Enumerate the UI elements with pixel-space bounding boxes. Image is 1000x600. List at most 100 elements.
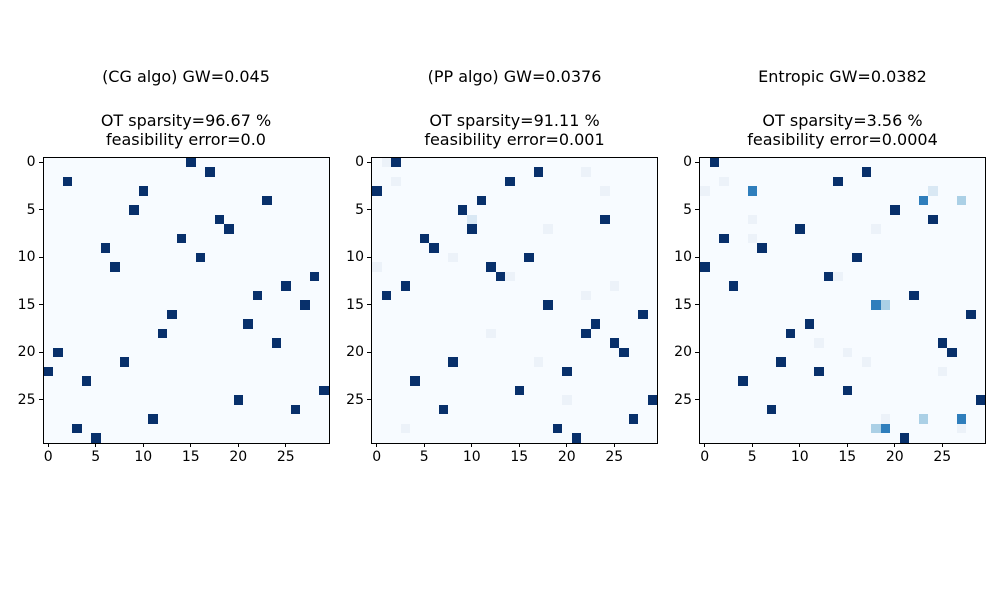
matrix-cell <box>581 167 591 177</box>
matrix-cell <box>757 243 767 253</box>
matrix-cell <box>457 205 467 215</box>
x-tick-label: 20 <box>229 448 248 465</box>
matrix-cell <box>62 176 72 186</box>
matrix-cell <box>700 262 710 272</box>
matrix-cell <box>747 186 757 196</box>
y-tick-mark <box>367 161 371 163</box>
y-tick-mark <box>367 399 371 401</box>
x-tick-mark <box>518 442 520 447</box>
matrix-cell <box>195 252 205 262</box>
x-tick-label: 15 <box>838 448 857 465</box>
plot1-title: (CG algo) GW=0.045 <box>102 67 270 86</box>
x-tick-mark <box>799 442 801 447</box>
matrix-cell <box>533 357 543 367</box>
matrix-cell <box>899 433 909 443</box>
y-tick-mark <box>695 256 699 258</box>
y-tick-label: 25 <box>17 391 36 408</box>
matrix-cell <box>381 157 391 167</box>
matrix-cell <box>909 290 919 300</box>
matrix-cell <box>937 338 947 348</box>
y-tick-label: 10 <box>17 249 36 266</box>
matrix-cell <box>719 176 729 186</box>
x-tick-mark <box>47 442 49 447</box>
matrix-cell <box>372 262 382 272</box>
matrix-cell <box>448 252 458 262</box>
y-tick-label: 20 <box>674 344 692 361</box>
matrix-cell <box>300 300 310 310</box>
matrix-cell <box>400 281 410 291</box>
matrix-cell <box>262 195 272 205</box>
matrix-cell <box>880 414 890 424</box>
matrix-cell <box>738 376 748 386</box>
matrix-cell <box>514 385 524 395</box>
matrix-cell <box>700 186 710 196</box>
y-tick-mark <box>695 304 699 306</box>
x-tick-label: 20 <box>557 448 576 465</box>
y-tick-label: 15 <box>346 296 364 313</box>
matrix-cell <box>400 423 410 433</box>
matrix-cell <box>842 347 852 357</box>
matrix-cell <box>552 423 562 433</box>
matrix-cell <box>647 395 657 405</box>
matrix-cell <box>956 195 966 205</box>
matrix-cell <box>372 186 382 196</box>
y-tick-mark <box>38 351 43 353</box>
x-tick-mark <box>285 442 287 447</box>
plot3-title: Entropic GW=0.0382 <box>758 67 927 86</box>
matrix-cell <box>100 243 110 253</box>
matrix-cell <box>600 186 610 196</box>
matrix-cell <box>581 328 591 338</box>
matrix-cell <box>157 328 167 338</box>
x-tick-mark <box>190 442 192 447</box>
y-tick-mark <box>38 161 43 163</box>
matrix-cell <box>524 252 534 262</box>
x-tick-label: 5 <box>419 448 429 465</box>
x-tick-mark <box>423 442 425 447</box>
matrix-cell <box>53 347 63 357</box>
matrix-cell <box>319 385 329 395</box>
matrix-cell <box>505 176 515 186</box>
matrix-cell <box>719 233 729 243</box>
matrix-cell <box>918 414 928 424</box>
matrix-cell <box>747 214 757 224</box>
x-tick-label: 5 <box>91 448 101 465</box>
matrix-cell <box>176 233 186 243</box>
x-tick-label: 10 <box>134 448 153 465</box>
matrix-cell <box>505 271 515 281</box>
matrix-cell <box>590 319 600 329</box>
y-tick-mark <box>695 351 699 353</box>
matrix-cell <box>138 186 148 196</box>
matrix-cell <box>619 347 629 357</box>
matrix-cell <box>947 347 957 357</box>
x-tick-mark <box>471 442 473 447</box>
matrix-cell <box>214 214 224 224</box>
y-tick-label: 10 <box>346 249 364 266</box>
matrix-cell <box>252 290 262 300</box>
y-tick-label: 15 <box>674 296 692 313</box>
matrix-cell <box>609 281 619 291</box>
plot1-subtitle: OT sparsity=96.67 % feasibility error=0.… <box>23 111 350 149</box>
x-tick-label: 15 <box>510 448 529 465</box>
x-tick-label: 15 <box>181 448 200 465</box>
matrix-cell <box>928 214 938 224</box>
matrix-cell <box>833 176 843 186</box>
plot3-subtitle: OT sparsity=3.56 % feasibility error=0.0… <box>679 111 1000 149</box>
x-tick-label: 10 <box>462 448 481 465</box>
matrix-cell <box>290 404 300 414</box>
matrix-cell <box>966 309 976 319</box>
matrix-cell <box>785 328 795 338</box>
matrix-cell <box>438 404 448 414</box>
matrix-cell <box>728 281 738 291</box>
y-tick-label: 5 <box>683 201 692 218</box>
matrix-cell <box>628 414 638 424</box>
matrix-cell <box>391 176 401 186</box>
matrix-cell <box>804 319 814 329</box>
plot2-subtitle-sparsity: OT sparsity=91.11 % <box>429 111 600 130</box>
matrix-cell <box>747 233 757 243</box>
matrix-cell <box>72 423 82 433</box>
matrix-cell <box>391 157 401 167</box>
matrix-cell <box>571 433 581 443</box>
y-tick-label: 10 <box>674 249 692 266</box>
matrix-cell <box>486 328 496 338</box>
matrix-cell <box>956 423 966 433</box>
